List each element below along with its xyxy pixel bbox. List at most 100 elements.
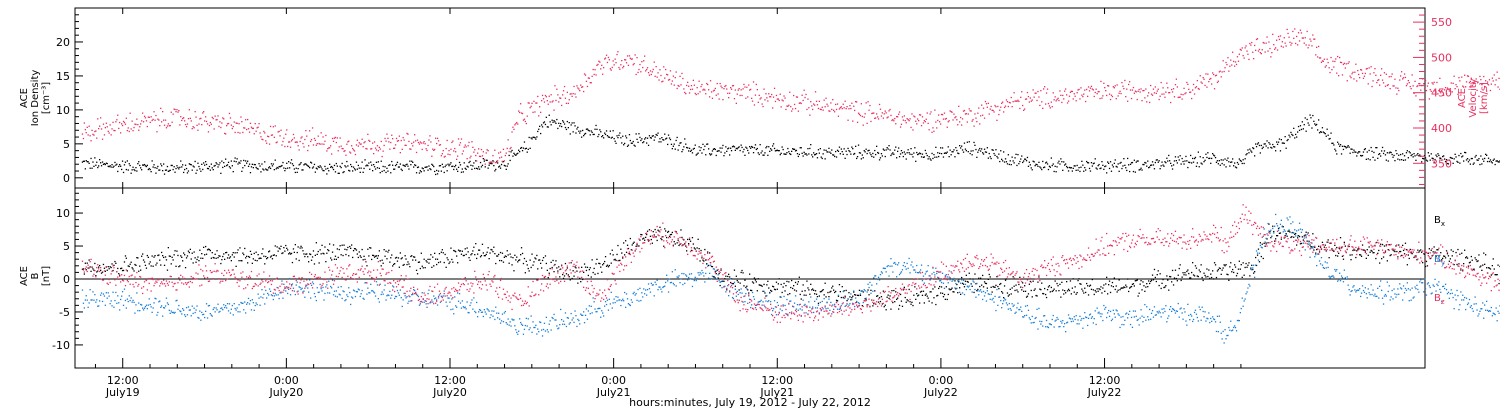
velocity-point	[1143, 89, 1145, 92]
bx-point	[166, 269, 169, 271]
bx-point	[1022, 282, 1024, 284]
density-point	[316, 168, 318, 170]
density-point	[1377, 157, 1379, 159]
velocity-point	[1357, 69, 1359, 72]
velocity-point	[772, 107, 774, 109]
density-point	[479, 161, 482, 164]
density-point	[1406, 150, 1408, 152]
bx-point	[743, 285, 745, 287]
bx-point	[1497, 264, 1499, 266]
velocity-tick-label: 400	[1431, 122, 1452, 135]
density-point	[1474, 156, 1476, 158]
density-point	[1080, 166, 1082, 168]
bx-point	[233, 256, 235, 258]
velocity-point	[673, 84, 675, 86]
velocity-point	[325, 134, 327, 137]
velocity-point	[704, 89, 706, 91]
velocity-point	[197, 129, 199, 131]
bx-point	[997, 285, 999, 288]
density-point	[1210, 162, 1212, 164]
bx-point	[536, 254, 538, 257]
bx-point	[1401, 254, 1403, 257]
density-point	[294, 171, 296, 174]
velocity-point	[318, 142, 320, 145]
bx-point	[1150, 279, 1153, 281]
velocity-point	[1066, 102, 1069, 104]
velocity-point	[1374, 68, 1376, 70]
velocity-point	[1210, 77, 1212, 80]
density-point	[457, 170, 459, 172]
density-point	[706, 143, 708, 145]
velocity-point	[747, 96, 749, 98]
density-point	[667, 143, 669, 146]
density-point	[1331, 142, 1333, 144]
bx-point	[947, 293, 949, 296]
bx-point	[814, 293, 816, 295]
density-point	[642, 142, 644, 144]
bx-point	[1249, 275, 1251, 277]
bx-point	[1294, 233, 1296, 235]
bx-point	[100, 272, 103, 274]
bx-point	[868, 294, 870, 296]
velocity-point	[1298, 40, 1301, 42]
bx-point	[1246, 266, 1248, 268]
velocity-point	[584, 74, 587, 76]
density-point	[858, 152, 861, 154]
velocity-point	[152, 118, 154, 121]
bx-point	[228, 257, 231, 259]
bx-point	[519, 259, 521, 261]
velocity-point	[1320, 61, 1323, 63]
velocity-point	[622, 67, 624, 69]
density-point	[879, 157, 882, 159]
density-point	[561, 125, 563, 128]
bx-point	[542, 257, 545, 259]
bx-point	[1046, 289, 1049, 291]
velocity-point	[863, 116, 865, 118]
bx-point	[1440, 252, 1442, 254]
density-point	[484, 166, 486, 168]
density-point	[91, 167, 93, 169]
density-point	[731, 146, 734, 148]
bx-point	[807, 287, 809, 289]
bx-point	[506, 250, 508, 252]
velocity-point	[1246, 50, 1248, 52]
bx-point	[919, 302, 921, 304]
bx-point	[369, 247, 371, 249]
density-point	[1002, 160, 1004, 162]
velocity-point	[1168, 92, 1170, 94]
velocity-point	[305, 130, 307, 132]
bx-point	[641, 234, 643, 236]
velocity-point	[1403, 73, 1406, 75]
density-point	[1444, 158, 1446, 160]
velocity-point	[723, 88, 725, 90]
density-point	[488, 164, 490, 166]
bx-point	[184, 254, 186, 256]
density-point	[622, 135, 624, 137]
velocity-point	[210, 123, 212, 125]
velocity-point	[386, 133, 388, 135]
velocity-point	[758, 94, 760, 96]
bx-point	[260, 257, 262, 259]
velocity-point	[295, 141, 297, 143]
bx-point	[913, 294, 915, 296]
bx-point	[499, 251, 502, 254]
bx-point	[509, 253, 511, 255]
density-point	[602, 135, 604, 137]
bx-point	[605, 265, 608, 267]
density-point	[205, 161, 207, 163]
bx-point	[208, 248, 211, 251]
velocity-point	[1208, 81, 1210, 83]
density-point	[264, 161, 266, 163]
bx-point	[991, 291, 993, 293]
bx-point	[1177, 274, 1179, 276]
density-point	[651, 135, 653, 137]
density-point	[220, 172, 222, 174]
density-point	[899, 153, 902, 155]
bx-point	[652, 231, 654, 233]
velocity-point	[1092, 89, 1094, 91]
density-point	[142, 164, 145, 166]
velocity-point	[454, 147, 456, 150]
bx-point	[84, 262, 86, 264]
velocity-point	[711, 97, 714, 99]
bx-point	[724, 278, 726, 280]
